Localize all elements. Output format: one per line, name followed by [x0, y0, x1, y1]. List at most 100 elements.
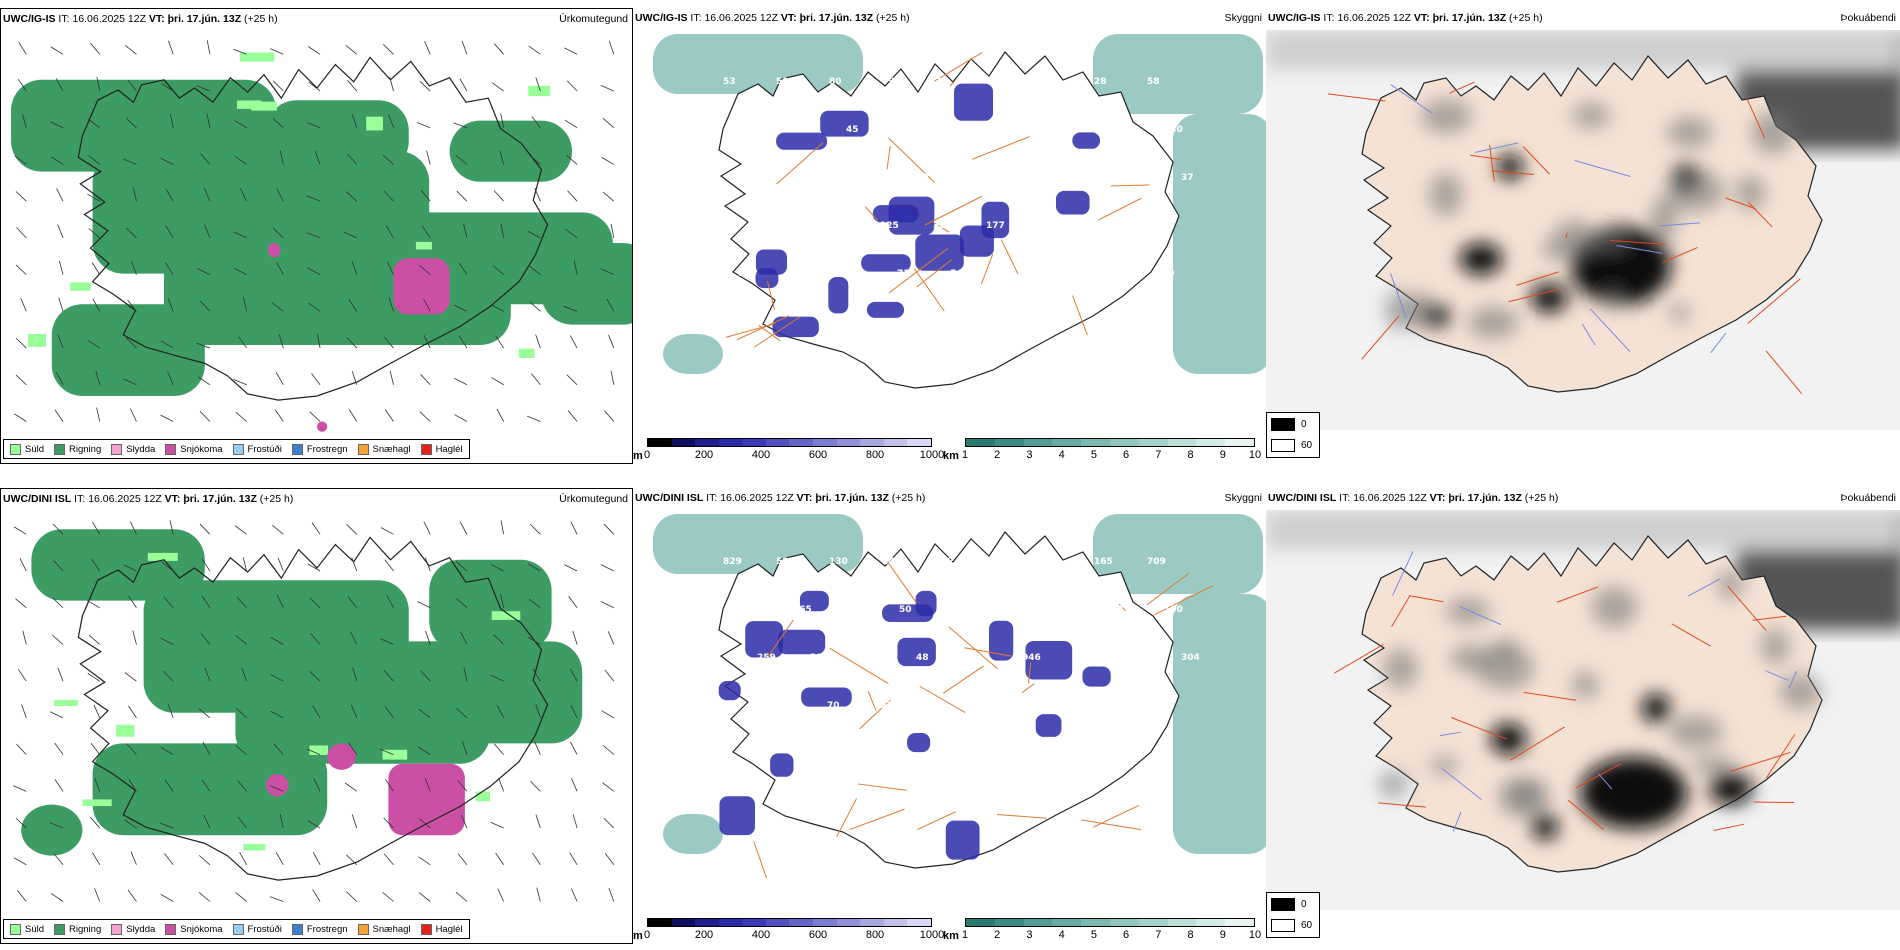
visibility-value-label: 165	[1094, 557, 1113, 567]
vt-label: VT:	[780, 12, 797, 24]
precip-legend-item: Haglél	[420, 443, 463, 455]
visibility-value-label: 29	[810, 653, 823, 663]
height-colorbar: m 0 200 400 600 800 1000	[633, 436, 944, 464]
legend-label: Súld	[25, 923, 45, 935]
fog-legend-label: 0	[1301, 419, 1307, 430]
fog-title: Þokuábendi	[1840, 12, 1896, 24]
legend-swatch	[54, 923, 66, 935]
visibility-value-label: 53	[723, 77, 736, 87]
visibility-value-label: 55	[986, 701, 999, 711]
colorbar-tick-label: 800	[865, 449, 885, 461]
colorbar-tick-label: 8	[1187, 449, 1194, 461]
visibility-value-label: 355	[933, 221, 952, 231]
colorbar-tick-label: 5	[1090, 929, 1097, 941]
colorbar-tick-label: 6	[1123, 449, 1130, 461]
colorbar-ticks: 1 2 3 4 5 6 7 8 9 10	[962, 929, 1261, 943]
precip-legend-item: Súld	[10, 443, 44, 455]
fog-panel-row2: UWC/DINI ISL IT: 16.06.2025 12Z VT: þri.…	[1266, 488, 1900, 944]
visibility-value-label: 74	[952, 605, 965, 615]
colorbar-cell	[695, 919, 719, 926]
vt-label: VT:	[1429, 492, 1446, 504]
visibility-value-label: 189	[1145, 221, 1164, 231]
model-name: UWC/IG-IS	[635, 12, 688, 24]
lead-time: (+25 h)	[1524, 492, 1559, 504]
colorbar-cell	[1081, 439, 1110, 446]
legend-label: Snjókoma	[180, 923, 223, 935]
visibility-value-label: 74	[950, 269, 963, 279]
precip-legend-item: Snjókoma	[165, 443, 223, 455]
legend-swatch	[165, 443, 177, 455]
visibility-title: Skyggni	[1224, 492, 1262, 504]
visibility-value-label: 80	[829, 77, 842, 87]
colorbar-cell	[966, 919, 995, 926]
colorbar-cell	[1052, 439, 1082, 446]
panel-header: UWC/IG-IS IT: 16.06.2025 12Z VT: þri. 17…	[3, 9, 628, 29]
visibility-value-label: 115	[774, 701, 793, 711]
legend-swatch	[232, 443, 244, 455]
visibility-value-label: 297	[791, 269, 810, 279]
colorbar-cell	[1081, 919, 1110, 926]
fog-legend-item: 60	[1271, 439, 1312, 452]
visibility-value-label: 17	[1056, 269, 1069, 279]
precip-legend-item: Frostregn	[291, 923, 348, 935]
colorbar-cell	[1109, 919, 1139, 926]
colorbar-tick-label: 9	[1219, 929, 1226, 941]
precip-legend-item: Frostúði	[232, 923, 282, 935]
colorbar-cell	[671, 919, 696, 926]
panel-header: UWC/DINI ISL IT: 16.06.2025 12Z VT: þri.…	[3, 489, 628, 509]
colorbar-cell	[648, 439, 672, 446]
visibility-value-label: 52	[1128, 653, 1141, 663]
colorbar-cell	[836, 919, 861, 926]
visibility-value-label: 51	[1092, 701, 1105, 711]
fog-legend-item: 0	[1271, 898, 1307, 911]
colorbar-unit: km	[943, 450, 959, 462]
visibility-value-label: 177	[986, 221, 1005, 231]
visibility-value-label: 70	[827, 701, 840, 711]
colorbar-cell	[994, 439, 1024, 446]
legend-swatch	[10, 443, 21, 455]
legend-label: Rigning	[69, 923, 102, 935]
visibility-value-label: 130	[1164, 125, 1183, 135]
colorbar-tick-label: 200	[694, 929, 714, 941]
visibility-value-label: 311	[844, 269, 863, 279]
visibility-title: Skyggni	[1224, 12, 1262, 24]
colorbar-tick-label: 2	[994, 929, 1001, 941]
colorbar-cell	[813, 439, 837, 446]
legend-label: Snæhagl	[372, 443, 411, 455]
it-value: 16.06.2025 12Z	[704, 12, 778, 24]
visibility-value-label: 829	[723, 557, 742, 567]
legend-swatch	[357, 923, 369, 935]
visibility-value-label: 79	[882, 77, 895, 87]
colorbar-unit: km	[943, 930, 959, 942]
legend-label: Frostúði	[247, 443, 282, 455]
colorbar-cell	[718, 919, 743, 926]
colorbar-unit: m	[633, 930, 643, 942]
fog-legend: 0 60	[1266, 892, 1320, 938]
precip-legend-item: Slydda	[111, 923, 155, 935]
precip-legend-item: Súld	[10, 923, 45, 935]
visibility-value-label: 154	[740, 605, 759, 615]
visibility-value-label: 78	[1109, 269, 1122, 279]
legend-label: Frostúði	[247, 923, 282, 935]
visibility-value-label: 50	[1005, 125, 1018, 135]
visibility-value-label: 60	[1058, 125, 1071, 135]
colorbar-cell	[1196, 919, 1226, 926]
it-label: IT:	[706, 492, 718, 504]
precip-legend-item: Snæhagl	[357, 443, 411, 455]
colorbar-cell	[742, 439, 766, 446]
fog-legend-item: 60	[1271, 919, 1312, 932]
visibility-value-label: 78	[1041, 77, 1054, 87]
visibility-value-label: 282	[1005, 605, 1024, 615]
km-colorbar: km 1 2 3 4 5 6 7 8 9 10	[943, 916, 1263, 944]
colorbar-tick-label: 1000	[919, 929, 945, 941]
lead-time: (+25 h)	[1509, 12, 1543, 24]
it-value: 16.06.2025 12Z	[72, 13, 146, 25]
legend-swatch	[111, 443, 123, 455]
visibility-value-label: 51	[776, 77, 789, 87]
colorbar-cell	[1225, 439, 1254, 446]
precip-legend-item: Rigning	[54, 923, 102, 935]
visibility-value-label: 304	[1181, 653, 1200, 663]
vt-label: VT:	[796, 492, 813, 504]
legend-swatch	[232, 923, 244, 935]
colorbar-cell	[789, 439, 814, 446]
